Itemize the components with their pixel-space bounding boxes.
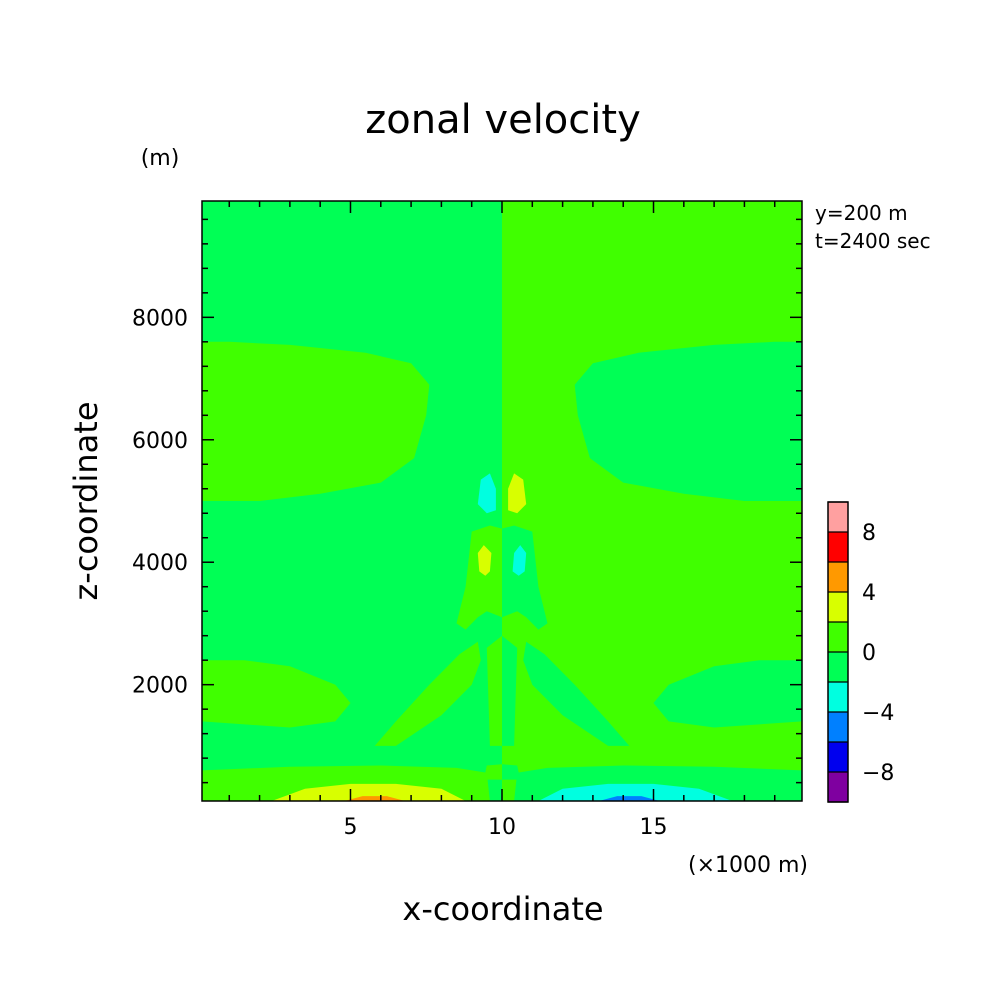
colorbar-swatch	[828, 532, 848, 562]
colorbar-tick-label: 4	[862, 581, 876, 606]
plot-area: 5 10 15 2000 4000 6000 8000	[132, 200, 803, 840]
colorbar-swatch	[828, 742, 848, 772]
colorbar-tick-label: 8	[862, 521, 876, 546]
region-cell-yellow-lower	[477, 545, 492, 576]
region-bottom-right-blue-core	[599, 796, 660, 801]
region-center-positive-stem	[486, 635, 502, 746]
region-cell-cyan-upper	[477, 473, 496, 514]
region-center-positive-column	[456, 525, 502, 630]
annotation-time: t=2400 sec	[815, 229, 931, 253]
y-tick-label: 6000	[132, 429, 188, 454]
region-left-diagonal-positive-band	[374, 641, 481, 746]
colorbar-swatch	[828, 712, 848, 742]
y-tick-label: 2000	[132, 674, 188, 699]
region-bottom-left-orange-core	[344, 796, 405, 801]
y-tick-label: 4000	[132, 551, 188, 576]
region-lower-right-negative-blob	[653, 660, 802, 728]
x-tick-label: 10	[488, 815, 516, 840]
colorbar-swatch	[828, 562, 848, 592]
colorbar: −8 −4 0 4 8	[827, 501, 894, 803]
x-axis-label: x-coordinate	[402, 890, 603, 928]
colorbar-swatch	[828, 622, 848, 652]
region-cell-cyan-lower	[512, 545, 527, 576]
region-lower-left-positive-blob	[202, 660, 351, 728]
contour-regions	[202, 201, 802, 801]
colorbar-swatch	[828, 592, 848, 622]
region-near-surface-negative-blob	[502, 764, 521, 780]
colorbar-swatch	[828, 772, 848, 802]
colorbar-tick-label: −4	[862, 701, 894, 726]
axis-tick-labels: 5 10 15 2000 4000 6000 8000	[132, 306, 668, 840]
colorbar-swatch	[828, 652, 848, 682]
chart-title: zonal velocity	[365, 97, 641, 143]
region-cell-yellow-upper	[508, 473, 527, 514]
region-center-negative-column	[502, 525, 548, 630]
region-near-surface-positive-blob	[483, 764, 502, 780]
colorbar-tick-label: 0	[862, 641, 876, 666]
y-axis-label: z-coordinate	[67, 401, 105, 600]
region-upper-left-positive-blob	[202, 341, 430, 501]
x-unit-label: (×1000 m)	[688, 853, 808, 878]
colorbar-tick-label: −8	[862, 761, 894, 786]
axis-ticks	[202, 201, 802, 801]
x-tick-label: 15	[640, 815, 668, 840]
y-unit-label: (m)	[141, 146, 180, 171]
colorbar-swatch	[828, 502, 848, 532]
y-tick-label: 8000	[132, 306, 188, 331]
region-upper-right-negative-blob	[574, 341, 802, 501]
region-right-diagonal-negative-band	[523, 641, 630, 746]
colorbar-frame	[827, 501, 849, 803]
colorbar-swatch	[828, 682, 848, 712]
x-tick-label: 5	[343, 815, 357, 840]
annotation-y-slice: y=200 m	[815, 201, 908, 225]
region-center-negative-stem	[502, 635, 518, 746]
